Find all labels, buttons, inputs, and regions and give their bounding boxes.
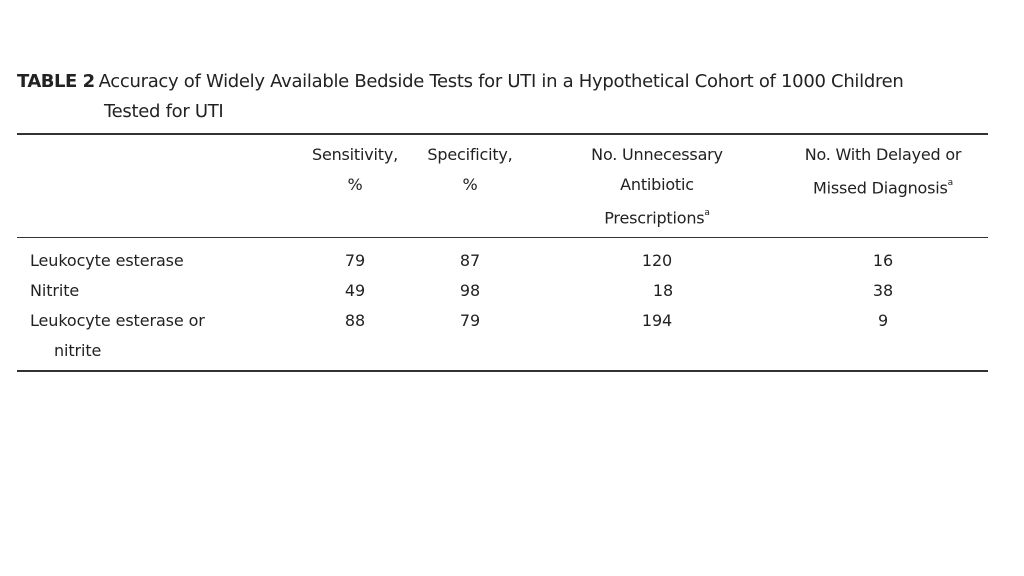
col-header-unnecessary-line2: Antibiotic [620, 175, 694, 194]
cell-delayed-diagnosis: 9 [877, 311, 889, 330]
col-header-delayed-line2: Missed Diagnosisa [778, 170, 988, 203]
row-label: Leukocyte esterase or nitrite [30, 306, 270, 366]
col-header-unnecessary-line3-text: Prescriptions [604, 208, 705, 228]
col-header-unnecessary-line3: Prescriptionsa [567, 200, 747, 233]
cell-unnecessary-prescriptions: 120 [641, 251, 673, 270]
col-header-specificity: Specificity, % [415, 140, 525, 200]
cell-sensitivity: 79 [344, 251, 366, 270]
row-label-line1: Nitrite [30, 281, 80, 300]
table-caption: TABLE 2 Accuracy of Widely Available Beds… [17, 66, 1017, 128]
col-header-unnecessary-line1: No. Unnecessary [591, 145, 723, 164]
cell-delayed-diagnosis: 38 [872, 281, 894, 300]
col-header-delayed-diagnosis: No. With Delayed or Missed Diagnosisa [778, 140, 988, 203]
cell-sensitivity: 49 [344, 281, 366, 300]
cell-unnecessary-prescriptions: 194 [641, 311, 673, 330]
col-header-specificity-line2: % [462, 175, 478, 194]
cell-specificity: 87 [459, 251, 481, 270]
footnote-marker: a [947, 178, 954, 188]
row-label-line1: Leukocyte esterase [30, 251, 184, 270]
table-header-rule [17, 237, 988, 238]
row-label-line2: nitrite [54, 341, 102, 360]
col-header-sensitivity: Sensitivity, % [300, 140, 410, 200]
cell-unnecessary-prescriptions: 18 [652, 281, 674, 300]
cell-sensitivity: 88 [344, 311, 366, 330]
col-header-delayed-line2-text: Missed Diagnosis [813, 178, 948, 198]
col-header-unnecessary-prescriptions: No. Unnecessary Antibiotic Prescriptions… [567, 140, 747, 233]
cell-delayed-diagnosis: 16 [872, 251, 894, 270]
footnote-marker: a [704, 208, 710, 218]
cell-specificity: 98 [459, 281, 481, 300]
col-header-sensitivity-line2: % [347, 175, 363, 194]
row-label: Nitrite [30, 276, 270, 306]
table-top-rule [17, 133, 988, 135]
row-label-line1: Leukocyte esterase or [30, 311, 205, 330]
col-header-delayed-line1: No. With Delayed or [804, 145, 962, 164]
table-title-line2: Tested for UTI [104, 101, 224, 122]
cell-specificity: 79 [459, 311, 481, 330]
table-title-line1: Accuracy of Widely Available Bedside Tes… [98, 71, 904, 92]
col-header-specificity-line1: Specificity, [427, 145, 513, 164]
table-label: TABLE 2 [17, 71, 95, 92]
col-header-sensitivity-line1: Sensitivity, [312, 145, 398, 164]
row-label: Leukocyte esterase [30, 246, 270, 276]
table-bottom-rule [17, 370, 988, 372]
